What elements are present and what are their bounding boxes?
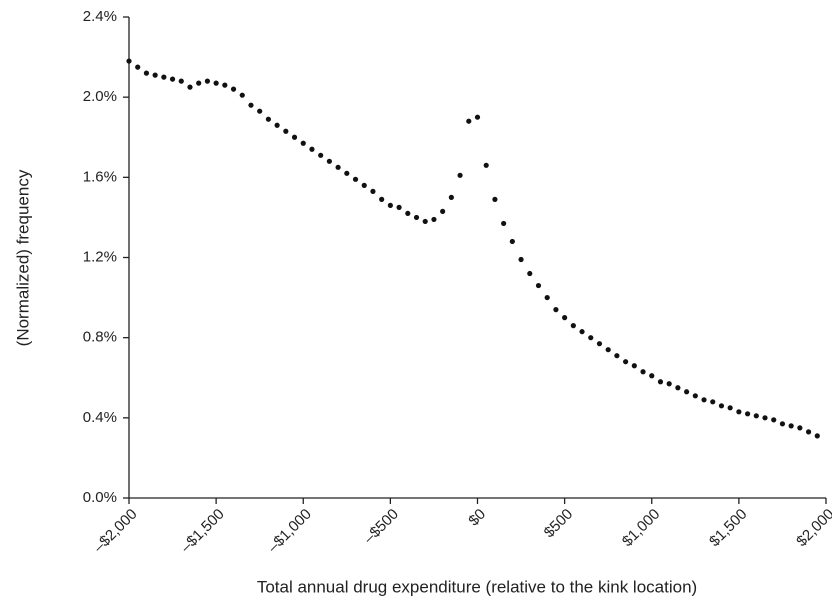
y-tick-label: 1.6%: [83, 168, 117, 185]
data-point: [736, 409, 742, 415]
x-tick-label: $2,000: [793, 506, 832, 550]
data-point: [483, 162, 489, 168]
y-tick-label: 2.4%: [83, 8, 117, 25]
data-point: [457, 172, 463, 178]
data-point: [675, 385, 681, 391]
data-point: [169, 76, 176, 82]
data-point: [379, 196, 385, 202]
y-tick-label: 1.2%: [83, 248, 117, 265]
data-point: [527, 270, 533, 277]
data-point: [562, 315, 568, 321]
data-point: [274, 122, 280, 128]
data-point: [396, 204, 402, 210]
x-tick-label: –$1,000: [265, 506, 315, 556]
data-point: [152, 72, 158, 78]
data-point: [805, 429, 812, 435]
y-tick-label: 0.0%: [83, 489, 117, 506]
data-point: [771, 417, 777, 423]
data-point: [405, 210, 411, 217]
data-point: [161, 74, 167, 80]
data-point: [422, 218, 428, 225]
data-point: [744, 411, 751, 417]
data-point: [518, 256, 524, 263]
data-point: [187, 84, 193, 90]
data-point: [509, 238, 515, 245]
x-tick-label: $500: [541, 506, 577, 542]
data-point: [788, 423, 794, 429]
data-point: [753, 413, 759, 419]
data-point: [178, 78, 184, 84]
x-tick-label: $1,000: [619, 506, 663, 550]
data-point: [265, 116, 271, 122]
data-point: [797, 425, 803, 431]
data-point: [814, 433, 820, 439]
data-point: [579, 329, 585, 335]
x-tick-label: –$2,000: [90, 506, 140, 556]
data-point: [326, 158, 332, 164]
y-tick-label: 0.4%: [83, 409, 117, 426]
data-point: [666, 381, 672, 387]
data-point: [657, 379, 664, 385]
data-point: [718, 403, 725, 409]
data-point: [230, 86, 237, 92]
y-axis-title: (Normalized) frequency: [13, 169, 32, 346]
data-point: [710, 399, 716, 405]
data-point: [474, 114, 481, 120]
data-point: [126, 58, 132, 64]
data-point: [352, 176, 359, 182]
data-point: [309, 146, 315, 152]
data-point: [762, 415, 768, 421]
data-point: [344, 170, 350, 176]
data-point: [143, 70, 150, 76]
x-tick-label: –$500: [360, 506, 402, 548]
y-tick-label: 2.0%: [83, 88, 117, 105]
data-point: [492, 196, 498, 202]
data-point: [135, 64, 141, 70]
data-point: [213, 80, 219, 86]
data-point: [291, 134, 298, 140]
data-point: [684, 389, 690, 395]
data-point: [387, 202, 393, 208]
data-point: [257, 108, 263, 114]
data-point: [623, 359, 629, 365]
data-point: [570, 323, 576, 329]
data-point: [501, 220, 507, 227]
data-point: [596, 341, 603, 347]
data-point: [283, 128, 289, 134]
data-point: [535, 282, 542, 289]
data-point: [614, 353, 620, 359]
data-point: [588, 335, 594, 341]
data-point: [605, 347, 611, 353]
data-point: [727, 405, 733, 411]
data-point: [318, 152, 324, 158]
data-point: [649, 373, 655, 379]
data-point: [440, 208, 446, 215]
data-point: [413, 214, 420, 221]
data-point: [370, 188, 376, 194]
x-tick-label: $0: [465, 506, 489, 530]
data-point: [431, 216, 437, 223]
data-point: [239, 92, 245, 98]
data-point: [466, 118, 472, 124]
data-point: [544, 294, 550, 301]
data-point: [701, 397, 707, 403]
x-tick-label: –$1,500: [177, 506, 227, 556]
data-point: [553, 307, 559, 313]
data-point: [335, 164, 341, 170]
data-point: [779, 421, 786, 427]
x-axis-title: Total annual drug expenditure (relative …: [257, 577, 697, 596]
data-point: [631, 363, 637, 369]
x-tick-label: $1,500: [706, 506, 750, 550]
data-point: [640, 369, 646, 375]
data-point: [248, 102, 254, 108]
data-point: [692, 393, 698, 399]
data-point: [222, 82, 228, 88]
data-point: [204, 78, 211, 84]
data-point: [361, 182, 367, 188]
y-tick-label: 0.8%: [83, 329, 117, 346]
data-point: [448, 194, 454, 200]
data-point: [196, 80, 202, 86]
data-point: [300, 140, 306, 146]
